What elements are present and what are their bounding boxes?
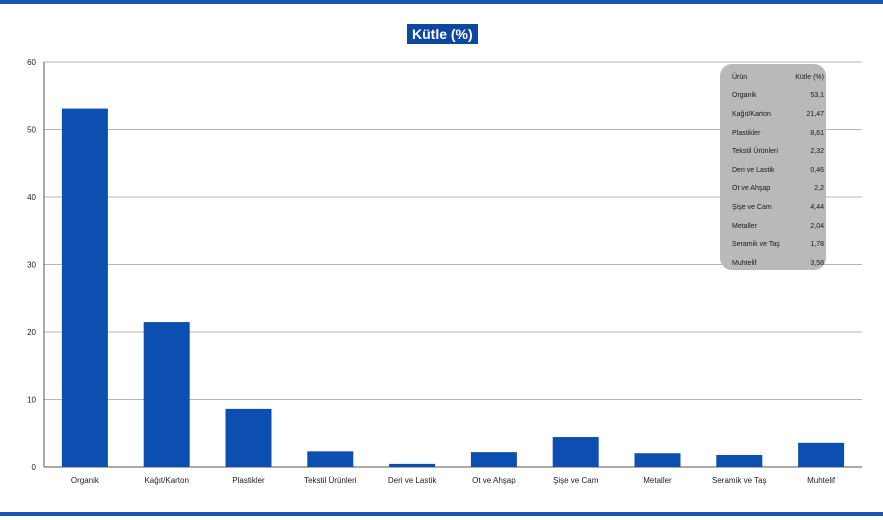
y-tick-label: 10 [27,396,36,405]
y-tick-label: 60 [27,58,36,67]
table-header-product: Ürün [732,73,748,81]
x-tick-label: Muhtelif [807,476,836,485]
chart-title: Kütle (%) [407,24,478,44]
table-row: Muhtelif 3,58 [732,254,824,273]
x-tick-label: Organik [71,476,100,485]
table-row: Organik 53,1 [732,87,824,106]
x-tick-label: Kağıt/Karton [144,476,188,485]
x-tick-label: Ot ve Ahşap [472,476,516,485]
bar [552,437,599,467]
table-row: Tekstil Ürünleri 2,32 [732,142,824,161]
x-tick-label: Deri ve Lastik [388,476,437,485]
table-cell-mass: 1,78 [810,241,824,249]
table-row: Plastikler 8,61 [732,124,824,143]
table-cell-product: Metaller [732,222,757,230]
table-cell-mass: 3,58 [810,259,824,267]
y-tick-label: 30 [27,261,36,270]
table-cell-product: Kağıt/Karton [732,110,771,118]
bar [307,451,354,467]
table-cell-mass: 4,44 [810,203,824,211]
table-cell-product: Şişe ve Cam [732,203,772,211]
table-row: Şişe ve Cam 4,44 [732,198,824,217]
table-cell-product: Muhtelif [732,259,757,267]
table-row: Metaller 2,04 [732,217,824,236]
table-header-mass: Kütle (%) [795,73,824,81]
bar [798,442,845,467]
table-row: Seramik ve Taş 1,78 [732,235,824,254]
x-tick-label: Şişe ve Cam [553,476,599,485]
y-tick-label: 0 [32,463,37,472]
x-tick-label: Tekstil Ürünleri [304,476,357,485]
y-tick-label: 20 [27,328,36,337]
bar [225,408,272,467]
table-cell-mass: 0,46 [810,166,824,174]
bar [389,463,436,467]
table-cell-product: Plastikler [732,129,761,137]
table-row: Ot ve Ahşap 2,2 [732,180,824,199]
data-table: Ürün Kütle (%) Organik 53,1 Kağıt/Karton 21… [732,68,824,273]
bar [143,322,190,467]
top-rule [0,0,883,4]
table-cell-product: Deri ve Lastik [732,166,775,174]
y-tick-label: 50 [27,126,36,135]
data-table-box [720,64,826,270]
table-cell-product: Tekstil Ürünleri [732,148,778,156]
table-cell-mass: 2,04 [810,222,824,230]
table-cell-mass: 8,61 [810,129,824,137]
bar [634,453,681,467]
table-cell-product: Ot ve Ahşap [732,185,771,193]
x-tick-label: Seramik ve Taş [712,476,767,485]
data-table-header: Ürün Kütle (%) [732,68,824,87]
table-cell-mass: 53,1 [810,92,824,100]
bar [61,108,108,467]
bar [716,454,763,467]
y-tick-label: 40 [27,193,36,202]
table-row: Kağıt/Karton 21,47 [732,105,824,124]
x-tick-label: Metaller [643,476,672,485]
table-cell-mass: 2,32 [810,148,824,156]
bar [470,452,517,467]
table-cell-mass: 21,47 [806,110,824,118]
table-cell-product: Seramik ve Taş [732,241,780,249]
bottom-rule [0,512,883,516]
x-tick-label: Plastikler [232,476,265,485]
table-cell-product: Organik [732,92,757,100]
table-cell-mass: 2,2 [814,185,824,193]
table-row: Deri ve Lastik 0,46 [732,161,824,180]
